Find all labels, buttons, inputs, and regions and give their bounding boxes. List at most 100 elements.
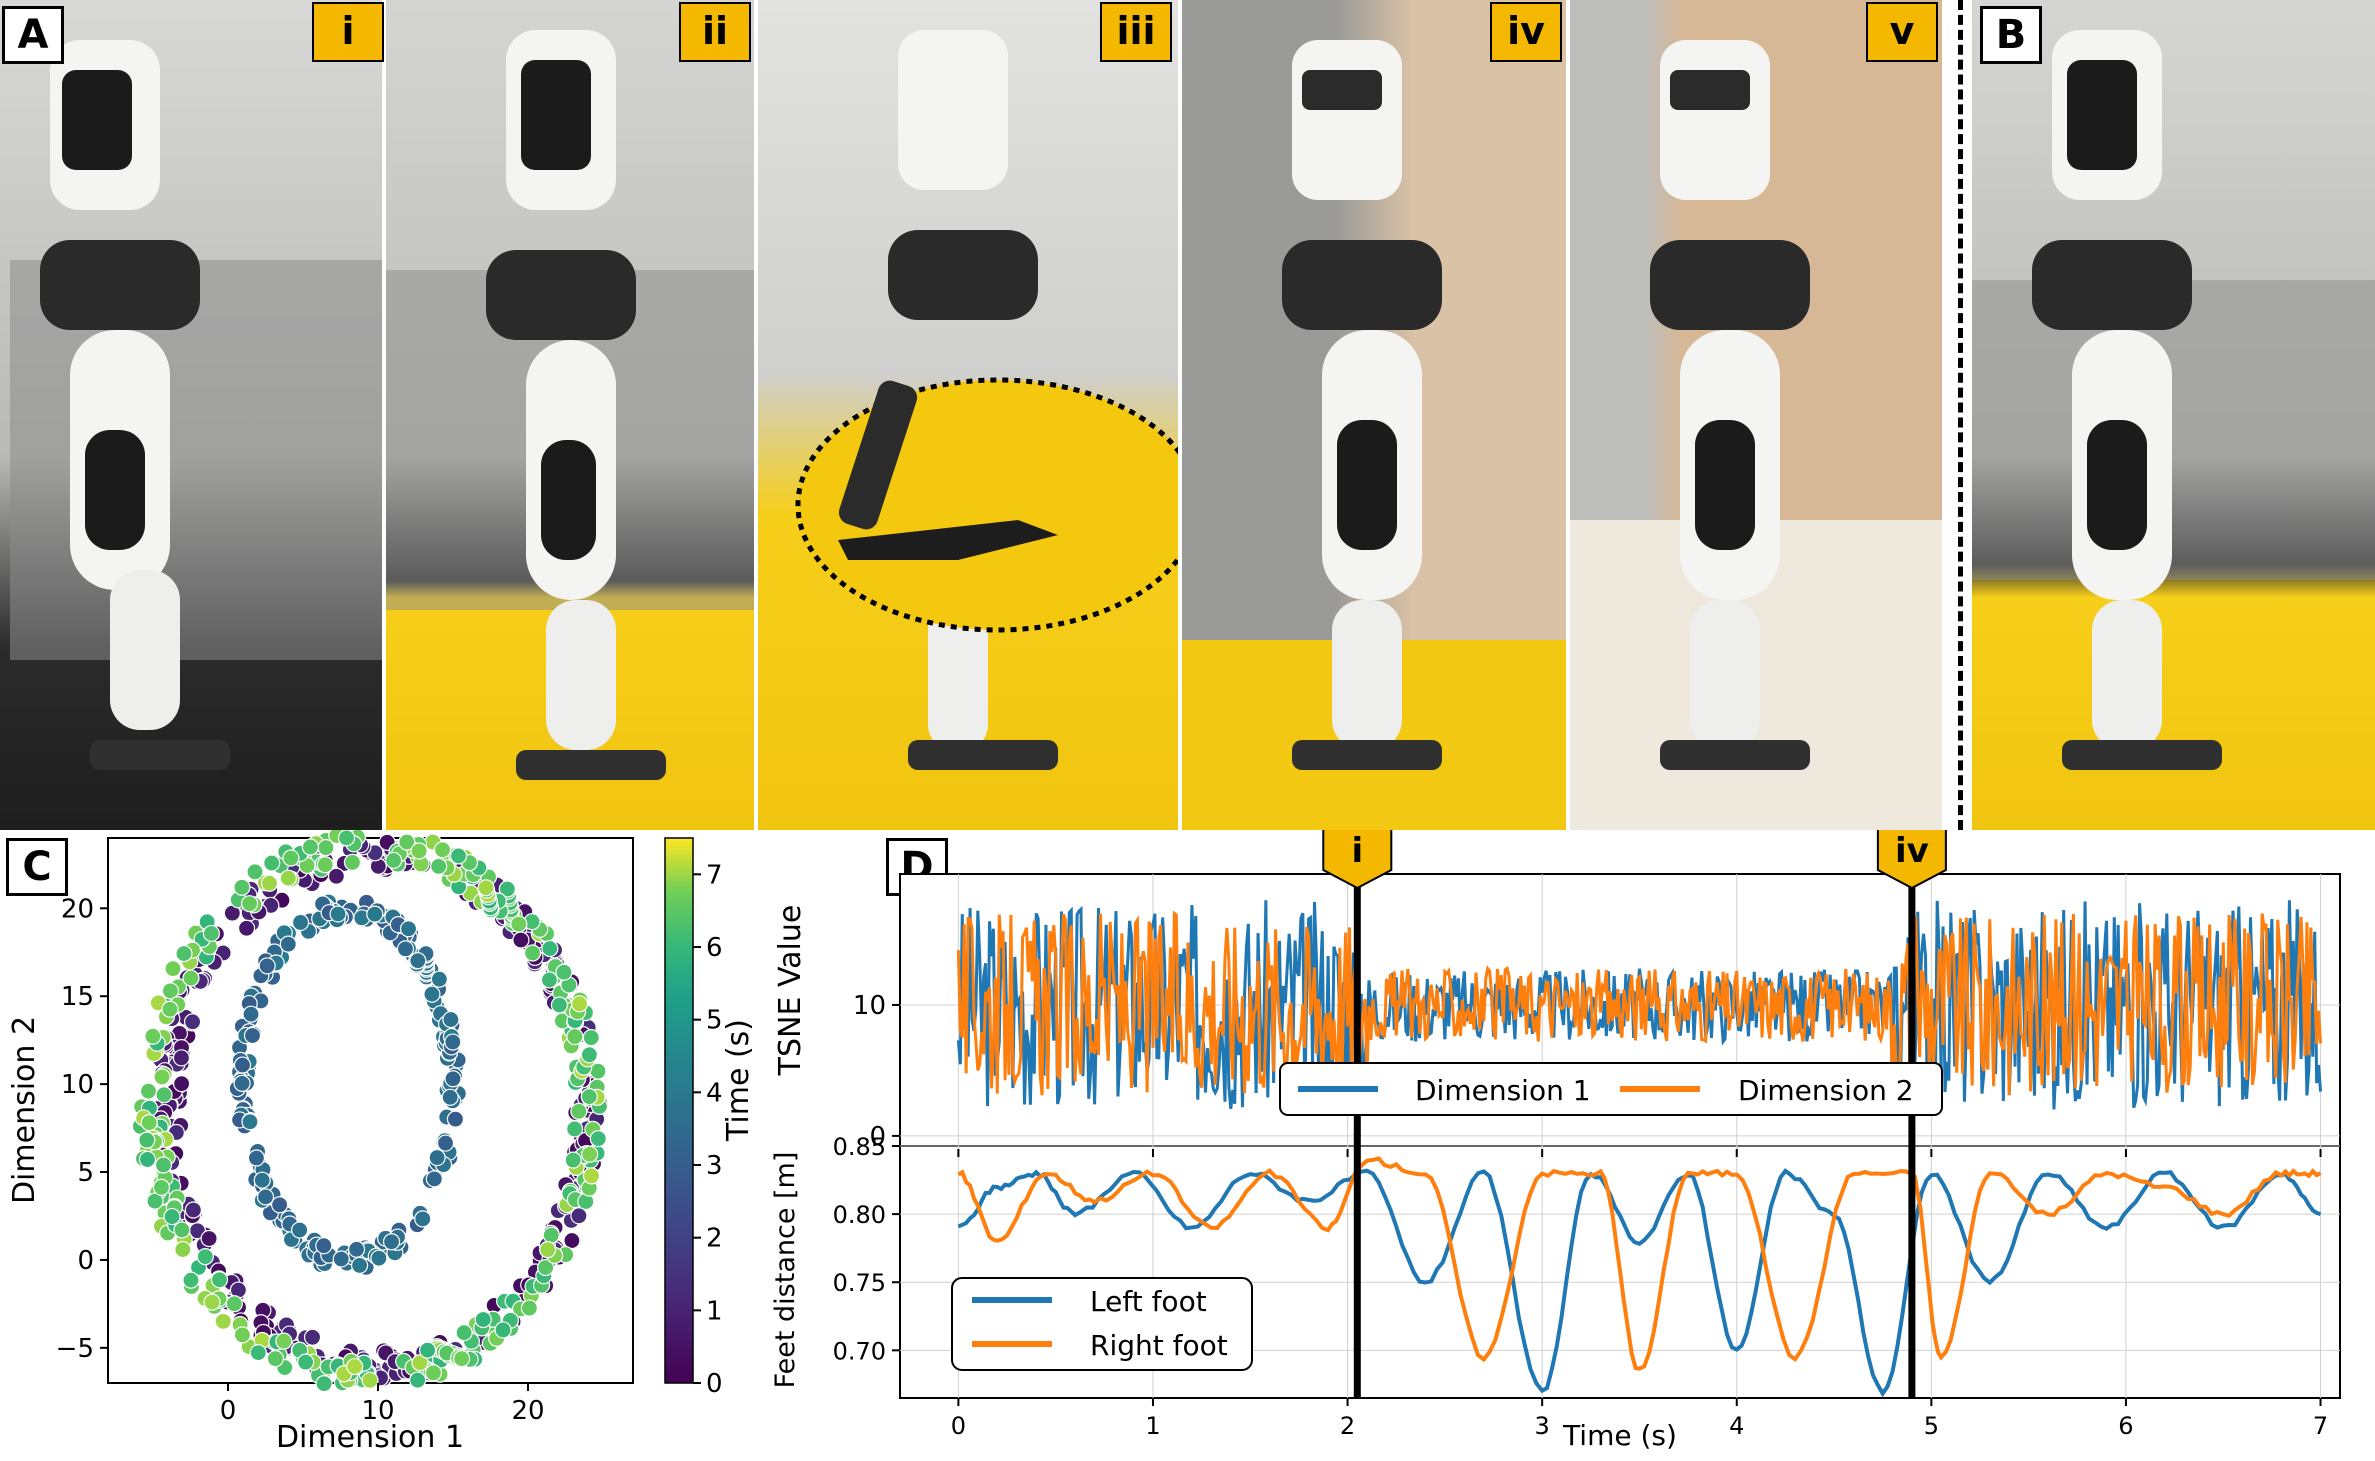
- scatter-point: [315, 1237, 333, 1255]
- robot-illustration: [795, 30, 1178, 770]
- robot-illustration: [1182, 40, 1566, 830]
- scatter-point: [370, 1249, 388, 1267]
- scatter-point: [161, 1000, 179, 1018]
- scatter-point: [291, 913, 310, 932]
- scatter-point: [249, 1343, 267, 1362]
- y-tick-label: 0: [869, 1122, 886, 1152]
- y-tick-label: 0.85: [833, 1133, 886, 1161]
- scatter-point: [555, 963, 573, 981]
- scatter-point: [297, 1353, 315, 1371]
- scatter-point: [542, 1226, 560, 1244]
- scatter-point: [275, 1332, 293, 1350]
- scatter-point: [164, 960, 182, 978]
- scatter-point: [182, 1271, 200, 1289]
- scatter-point: [442, 1010, 460, 1029]
- scatter-point: [410, 842, 428, 860]
- scatter-point: [540, 971, 559, 989]
- scatter-point: [541, 939, 559, 958]
- scatter-point: [566, 1027, 584, 1046]
- colorbar-tick-label: 4: [706, 1078, 723, 1108]
- scatter-point: [138, 1131, 156, 1149]
- scatter-point: [433, 841, 452, 859]
- photo-frame-iv: [1182, 0, 1566, 830]
- scatter-point: [582, 1028, 600, 1047]
- scatter-point: [424, 1364, 443, 1382]
- scatter-point: [154, 1156, 173, 1174]
- scatter-point: [385, 851, 403, 870]
- scatter-point: [174, 1240, 192, 1259]
- scatter-points: [131, 830, 609, 1393]
- robot-illustration: [386, 30, 756, 780]
- scatter-point: [452, 1350, 471, 1368]
- colorbar-tick-label: 2: [706, 1224, 723, 1254]
- bottom-y-axis-label: Feet distance [m]: [770, 1152, 801, 1389]
- scatter-point: [539, 1241, 557, 1259]
- series-dimension-2: [956, 910, 2323, 1096]
- scatter-point: [570, 995, 589, 1013]
- scatter-point: [182, 969, 200, 987]
- tsne-series: [956, 900, 2323, 1110]
- scatter-point: [520, 1299, 538, 1317]
- scatter-point: [337, 830, 356, 847]
- y-tick-label: 0: [77, 1246, 94, 1276]
- legend-bottom: Left foot Right foot: [951, 1277, 1253, 1371]
- scatter-point: [409, 952, 427, 970]
- scatter-point: [256, 1188, 275, 1206]
- legend-dimension-1: Dimension 1: [1415, 1074, 1591, 1107]
- photo-frame-i: [0, 0, 384, 830]
- scatter-point: [343, 853, 362, 871]
- scatter-point: [163, 1207, 181, 1226]
- time-marker-label: i: [1351, 831, 1363, 871]
- scatter-point: [446, 1110, 465, 1128]
- top-y-axis-label: TSNE Value: [773, 905, 808, 1077]
- x-tick-label: 7: [2313, 1412, 2328, 1440]
- scatter-point: [138, 1150, 157, 1169]
- scatter-point: [173, 1221, 191, 1239]
- scatter-point: [317, 839, 335, 857]
- frame-divider: [1566, 0, 1570, 830]
- y-tick-label: 20: [61, 894, 94, 924]
- x-tick-label: 6: [2118, 1412, 2133, 1440]
- y-axis-label: Dimension 2: [7, 1016, 42, 1204]
- scatter-point: [303, 1328, 322, 1346]
- scatter-point: [242, 1005, 260, 1023]
- scatter-point: [563, 1231, 581, 1250]
- colorbar-tick-label: 0: [706, 1369, 723, 1399]
- scatter-point: [210, 1271, 229, 1289]
- x-axis-label: Time (s): [1562, 1419, 1677, 1452]
- x-tick-label: 10: [361, 1396, 394, 1426]
- scatter-point: [570, 1207, 588, 1225]
- scatter-point: [398, 833, 416, 851]
- scatter-point: [581, 1145, 599, 1163]
- x-tick-label: 4: [1729, 1412, 1744, 1440]
- panel-label-c: C: [6, 838, 68, 896]
- scatter-point: [202, 924, 221, 943]
- scatter-point: [196, 1248, 214, 1266]
- panel-separator: [1958, 0, 1963, 830]
- colorbar-tick-label: 5: [706, 1006, 723, 1036]
- x-tick-label: 20: [511, 1396, 544, 1426]
- scatter-point: [537, 1258, 555, 1277]
- scatter-point: [564, 1151, 582, 1169]
- scatter-point: [512, 931, 530, 949]
- scatter-point: [258, 957, 276, 975]
- robot-illustration: [1972, 30, 2375, 770]
- x-tick-label: 0: [220, 1396, 237, 1426]
- scatter-point: [396, 940, 415, 958]
- scatter-point: [233, 878, 251, 896]
- scatter-point: [214, 1312, 232, 1330]
- y-tick-label: 0.75: [833, 1269, 886, 1297]
- legend-dimension-2: Dimension 2: [1738, 1074, 1914, 1107]
- scatter-point: [260, 874, 279, 892]
- scatter-point: [161, 982, 180, 1000]
- y-tick-label: 5: [77, 1158, 94, 1188]
- scatter-point: [582, 1167, 601, 1185]
- panel-label-a: A: [2, 6, 64, 64]
- scatter-point: [498, 880, 516, 898]
- scatter-point: [247, 1149, 266, 1167]
- scatter-point: [279, 869, 297, 887]
- scatter-point: [589, 1130, 607, 1148]
- scatter-point: [266, 1350, 284, 1368]
